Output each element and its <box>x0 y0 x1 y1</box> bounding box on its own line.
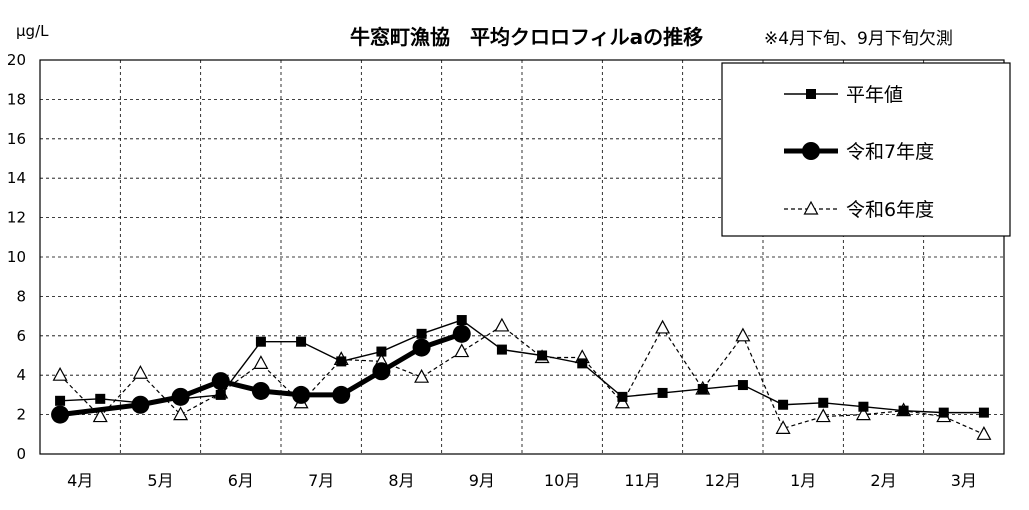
data-point-square <box>858 401 869 412</box>
data-point-circle <box>292 385 311 404</box>
data-point-square <box>577 358 588 369</box>
x-tick-label: 1月 <box>790 471 816 490</box>
legend-label: 令和6年度 <box>846 199 934 221</box>
x-tick-label: 11月 <box>624 471 660 490</box>
series-group <box>55 315 989 418</box>
legend-item: 平年値 <box>784 84 903 106</box>
data-point-square <box>818 397 829 408</box>
x-axis-tick-labels: 4月 5月 6月 7月 8月 9月 10月 11月 12月 1月 2月 3月 <box>67 471 977 490</box>
data-point-triangle <box>494 317 510 332</box>
x-tick-label: 7月 <box>308 471 334 490</box>
data-point-triangle <box>855 406 871 421</box>
data-point-triangle <box>173 406 189 421</box>
x-tick-label: 4月 <box>67 471 93 490</box>
data-point-triangle <box>803 200 819 215</box>
chart-series <box>51 315 992 440</box>
x-tick-label: 8月 <box>388 471 414 490</box>
data-point-triangle <box>132 364 148 379</box>
data-point-square <box>376 346 387 357</box>
data-point-square <box>336 356 347 367</box>
series-group <box>51 324 471 424</box>
data-point-triangle <box>92 408 108 423</box>
x-tick-label: 9月 <box>469 471 495 490</box>
legend-item: 令和6年度 <box>784 199 934 221</box>
data-point-square <box>737 380 748 391</box>
chart-title: 牛窓町漁協 平均クロロフィルaの推移 <box>350 25 703 49</box>
x-tick-label: 12月 <box>705 471 741 490</box>
y-tick-label: 18 <box>7 90 26 108</box>
data-point-square <box>978 407 989 418</box>
data-point-square <box>496 344 507 355</box>
y-tick-label: 12 <box>7 209 26 227</box>
data-point-square <box>95 393 106 404</box>
x-tick-label: 5月 <box>147 471 173 490</box>
data-point-square <box>806 89 816 99</box>
legend-item: 令和7年度 <box>784 141 934 163</box>
data-point-square <box>657 387 668 398</box>
data-point-square <box>215 389 226 400</box>
data-point-square <box>456 315 467 326</box>
data-point-circle <box>332 385 351 404</box>
x-tick-label: 6月 <box>228 471 254 490</box>
data-point-square <box>537 350 548 361</box>
data-point-triangle <box>735 327 751 342</box>
data-point-circle <box>171 387 190 406</box>
y-tick-label: 0 <box>16 445 26 463</box>
data-point-square <box>255 336 266 347</box>
y-tick-label: 14 <box>7 169 26 187</box>
data-point-square <box>416 328 427 339</box>
data-point-circle <box>372 362 391 381</box>
data-point-triangle <box>52 366 68 381</box>
y-tick-label: 20 <box>7 51 26 69</box>
series-line <box>60 319 984 414</box>
y-tick-label: 2 <box>16 406 26 424</box>
y-tick-label: 6 <box>16 327 26 345</box>
data-point-square <box>617 391 628 402</box>
data-point-triangle <box>976 426 992 440</box>
chart-subtitle: ※4月下旬、9月下旬欠測 <box>764 29 953 49</box>
y-axis-unit-label: μg/L <box>16 22 49 40</box>
y-axis-tick-labels: 0 2 4 6 8 10 12 14 16 18 20 <box>7 51 26 463</box>
data-point-square <box>55 395 66 406</box>
x-tick-label: 3月 <box>951 471 977 490</box>
y-tick-label: 10 <box>7 248 26 266</box>
legend-box <box>721 62 1011 237</box>
series-line <box>59 325 985 435</box>
data-point-circle <box>412 338 431 357</box>
data-point-square <box>898 405 909 416</box>
grid-lines <box>40 60 1004 454</box>
data-point-triangle <box>775 420 791 434</box>
data-point-circle <box>131 395 150 414</box>
data-point-square <box>778 399 789 410</box>
data-point-triangle <box>655 319 671 334</box>
data-point-square <box>938 407 949 418</box>
data-point-square <box>296 336 307 347</box>
data-point-circle <box>51 405 70 424</box>
data-point-circle <box>802 142 820 160</box>
legend-label: 平年値 <box>846 84 903 106</box>
data-point-circle <box>251 381 270 400</box>
data-point-square <box>697 383 708 394</box>
data-point-triangle <box>414 368 430 383</box>
x-tick-label: 10月 <box>544 471 580 490</box>
data-point-triangle <box>253 355 269 369</box>
data-point-circle <box>211 372 230 391</box>
data-point-triangle <box>454 343 470 358</box>
y-tick-label: 16 <box>7 130 26 148</box>
y-tick-label: 4 <box>16 366 26 384</box>
series-line <box>59 331 463 418</box>
legend-label: 令和7年度 <box>846 141 934 163</box>
data-point-triangle <box>815 408 831 423</box>
data-point-circle <box>452 324 471 343</box>
y-tick-label: 8 <box>16 287 26 305</box>
x-tick-label: 2月 <box>870 471 896 490</box>
